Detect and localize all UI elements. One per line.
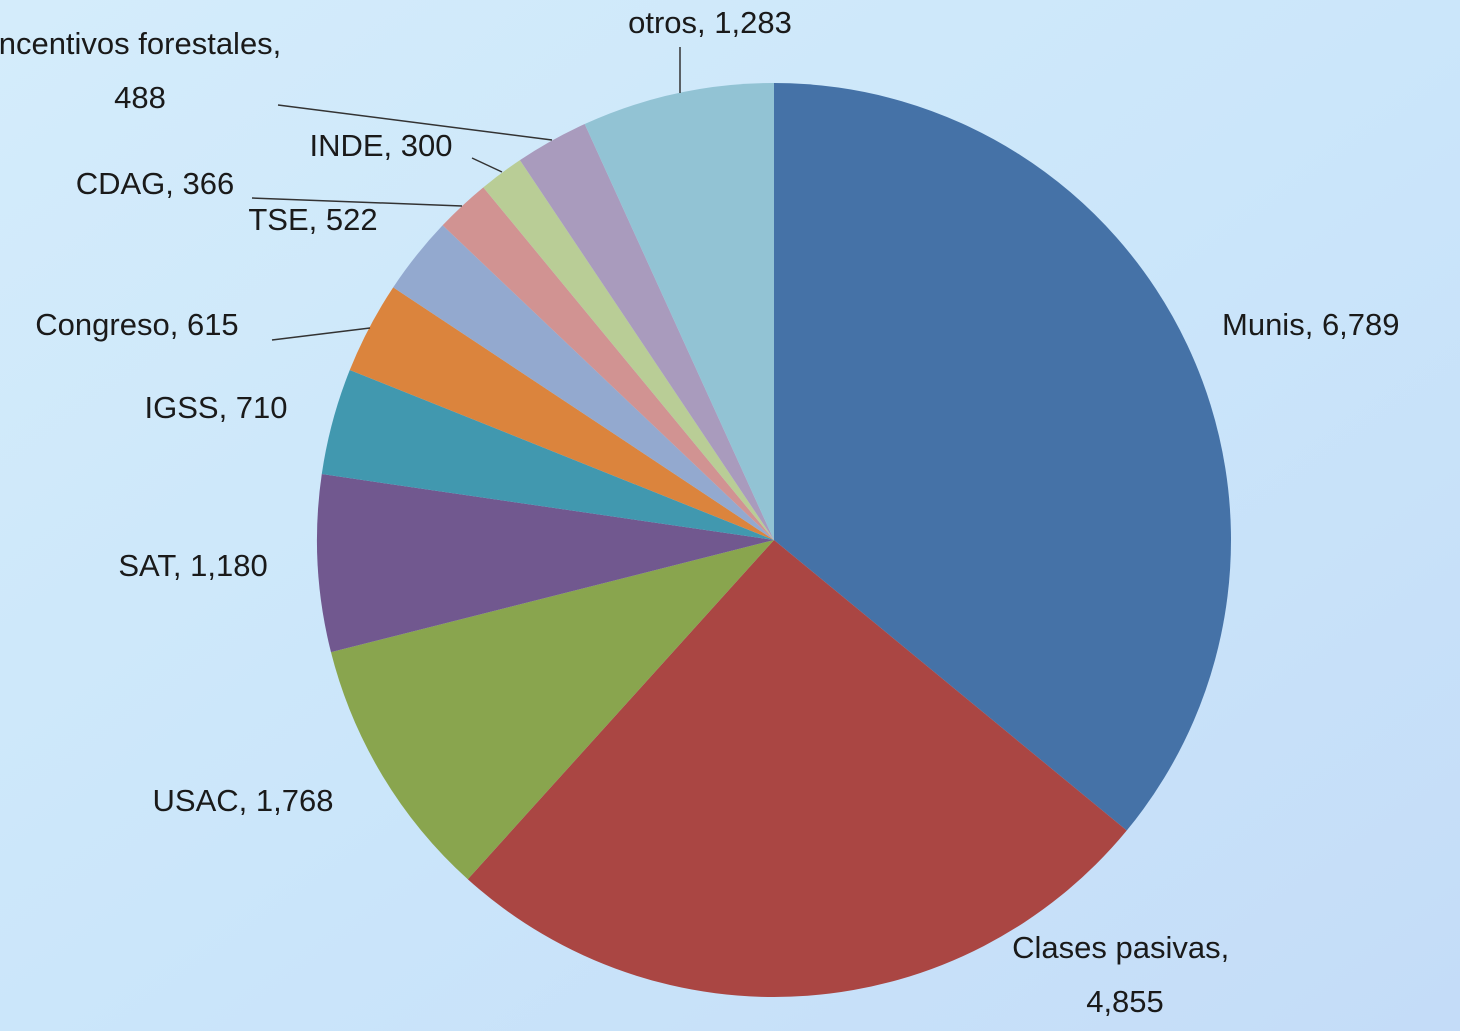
slice (349, 287, 774, 540)
label-value: 522 (326, 202, 378, 237)
data-label: CDAG, 366 (76, 166, 235, 201)
label-value: 1,283 (714, 5, 792, 40)
data-label: TSE, 522 (248, 202, 377, 237)
label-separator: , (170, 307, 187, 342)
label-separator: , (1305, 307, 1322, 342)
leader-line (271, 327, 371, 341)
label-value: 366 (183, 166, 235, 201)
leader-line (277, 104, 553, 141)
label-category: Munis (1222, 307, 1305, 342)
label-category: otros (628, 5, 697, 40)
pie (317, 83, 1231, 998)
label-category: Incentivos forestales (0, 26, 273, 61)
slice (393, 225, 774, 540)
label-separator: , (273, 26, 290, 61)
slice (467, 540, 1127, 998)
label-category: CDAG (76, 166, 166, 201)
slice (584, 83, 774, 540)
slice (321, 370, 774, 540)
label-category: TSE (248, 202, 308, 237)
label-separator: , (165, 166, 182, 201)
label-category: USAC (153, 783, 239, 818)
label-value: 488 (114, 80, 166, 115)
data-label: INDE, 300 (309, 128, 452, 163)
data-label: Clases pasivas, 4,855 (1012, 930, 1238, 1019)
label-category: IGSS (144, 390, 218, 425)
label-category: INDE (309, 128, 383, 163)
label-separator: , (309, 202, 326, 237)
label-separator: , (219, 390, 236, 425)
label-separator: , (239, 783, 256, 818)
label-category: Congreso (35, 307, 169, 342)
leader-line (471, 157, 503, 173)
label-separator: , (173, 548, 190, 583)
label-value: 6,789 (1322, 307, 1400, 342)
data-label: Congreso, 615 (35, 307, 238, 342)
label-value: 4,855 (1086, 984, 1164, 1019)
data-label: IGSS, 710 (144, 390, 287, 425)
data-label: USAC, 1,768 (153, 783, 334, 818)
slice (483, 160, 774, 540)
slice (330, 540, 774, 880)
label-category: Clases pasivas (1012, 930, 1220, 965)
leader-line (251, 197, 463, 207)
label-value: 710 (236, 390, 288, 425)
slice (317, 474, 774, 653)
data-label: SAT, 1,180 (118, 548, 267, 583)
data-label: Munis, 6,789 (1222, 307, 1400, 342)
data-label: otros, 1,283 (628, 5, 792, 40)
slice (442, 187, 774, 541)
data-label: Incentivos forestales, 488 (0, 26, 290, 115)
slice (774, 83, 1231, 831)
label-value: 300 (401, 128, 453, 163)
label-value: 1,768 (256, 783, 334, 818)
labels: Munis, 6,789 Clases pasivas, 4,855 USAC, 1… (0, 5, 1400, 1019)
slice (519, 124, 774, 540)
label-category: SAT (118, 548, 176, 583)
label-value: 1,180 (190, 548, 268, 583)
label-value: 615 (187, 307, 239, 342)
label-separator: , (697, 5, 714, 40)
label-separator: , (384, 128, 401, 163)
label-separator: , (1221, 930, 1238, 965)
